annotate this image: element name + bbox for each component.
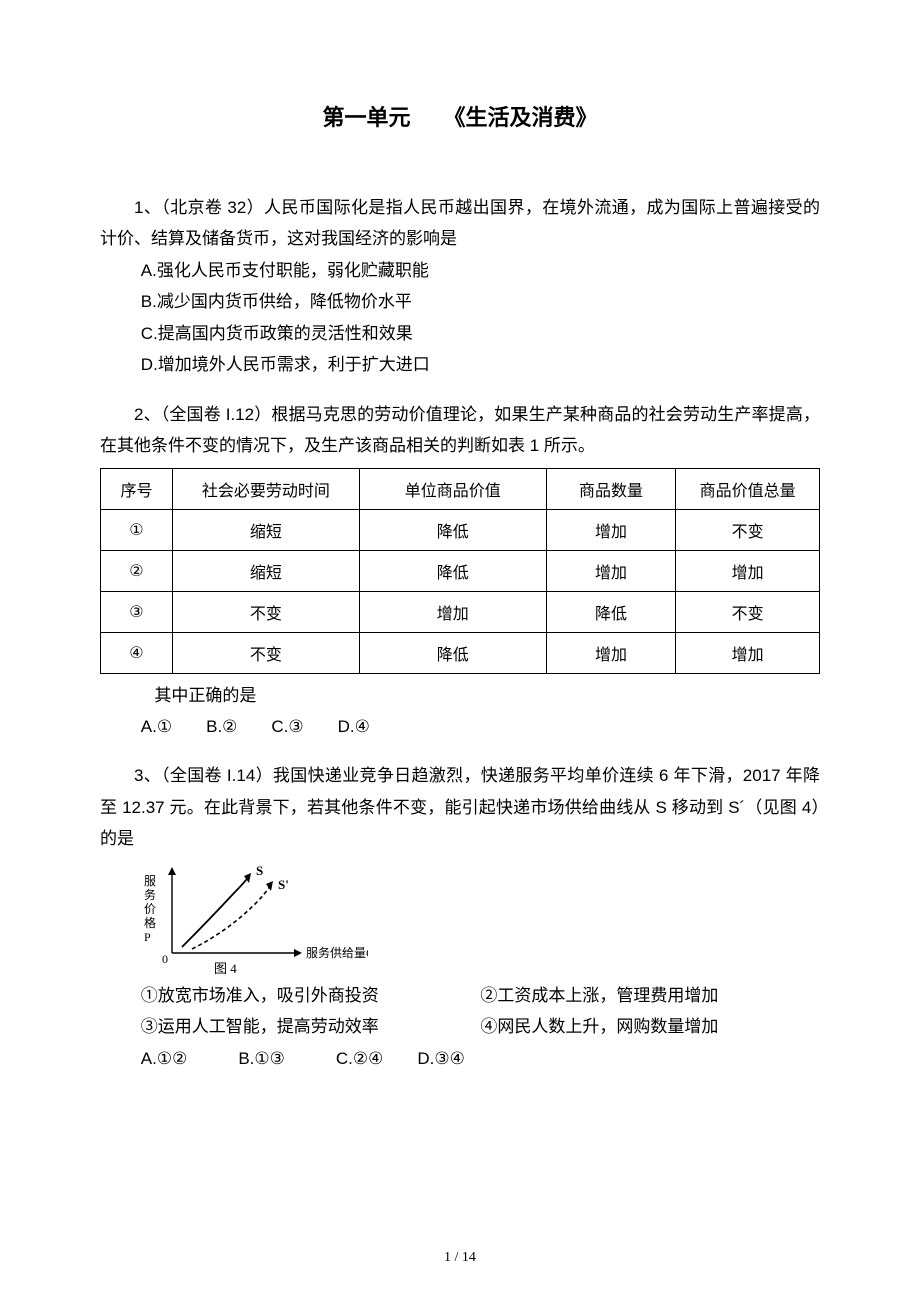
y-label-p: P <box>144 930 151 944</box>
q3-choices-row1: ①放宽市场准入，吸引外商投资 ②工资成本上涨，管理费用增加 <box>100 980 820 1011</box>
q2-table: 序号 社会必要劳动时间 单位商品价值 商品数量 商品价值总量 ① 缩短 降低 增… <box>100 468 820 674</box>
curve-s-prime-arrow <box>266 881 273 891</box>
q3-choice-4: ④网民人数上升，网购数量增加 <box>480 1011 820 1042</box>
th-qty: 商品数量 <box>546 468 675 509</box>
th-seq: 序号 <box>101 468 173 509</box>
table-row: ① 缩短 降低 增加 不变 <box>101 509 820 550</box>
table-row: ③ 不变 增加 降低 不变 <box>101 591 820 632</box>
y-axis-arrow <box>168 867 176 875</box>
y-label-2: 务 <box>144 887 156 902</box>
q2-options: A.① B.② C.③ D.④ <box>100 711 820 742</box>
s-prime-label: S' <box>278 877 289 892</box>
table-row: ② 缩短 降低 增加 增加 <box>101 550 820 591</box>
chart-caption: 图 4 <box>214 961 237 976</box>
table-header-row: 序号 社会必要劳动时间 单位商品价值 商品数量 商品价值总量 <box>101 468 820 509</box>
x-axis-arrow <box>294 949 302 957</box>
curve-s <box>182 875 250 947</box>
page-footer: 1 / 14 <box>0 1250 920 1266</box>
th-total: 商品价值总量 <box>676 468 820 509</box>
q3-choice-2: ②工资成本上涨，管理费用增加 <box>480 980 820 1011</box>
q3-stem: 3、（全国卷 I.14）我国快递业竞争日趋激烈，快递服务平均单价连续 6 年下滑… <box>100 760 820 854</box>
curve-s-prime <box>192 883 272 949</box>
q3-choices-row2: ③运用人工智能，提高劳动效率 ④网民人数上升，网购数量增加 <box>100 1011 820 1042</box>
q1-option-d: D.增加境外人民币需求，利于扩大进口 <box>100 349 820 380</box>
q1-option-a: A.强化人民币支付职能，弱化贮藏职能 <box>100 255 820 286</box>
q1-option-c: C.提高国内货币政策的灵活性和效果 <box>100 318 820 349</box>
y-label-3: 价 <box>144 902 156 916</box>
q1-stem: 1、（北京卷 32）人民币国际化是指人民币越出国界，在境外流通，成为国际上普遍接… <box>100 192 820 255</box>
th-unit: 单位商品价值 <box>359 468 546 509</box>
q2-after: 其中正确的是 <box>100 680 820 711</box>
y-label-4: 格 <box>144 915 156 930</box>
origin-label: 0 <box>162 952 168 966</box>
x-axis-label: 服务供给量Q <box>306 945 368 960</box>
table-row: ④ 不变 降低 增加 增加 <box>101 632 820 673</box>
q3-options: A.①② B.①③ C.②④ D.③④ <box>100 1043 820 1074</box>
q1-option-b: B.减少国内货币供给，降低物价水平 <box>100 286 820 317</box>
supply-curve-chart: 服 务 价 格 P 0 S S' 服务供给量Q 图 4 <box>138 861 368 976</box>
page: 第一单元 《生活及消费》 1、（北京卷 32）人民币国际化是指人民币越出国界，在… <box>0 0 920 1302</box>
s-label: S <box>256 863 263 878</box>
y-label-1: 服 <box>144 874 156 888</box>
q3-choice-3: ③运用人工智能，提高劳动效率 <box>141 1011 481 1042</box>
q3-chart: 服 务 价 格 P 0 S S' 服务供给量Q 图 4 <box>138 861 368 976</box>
q2-stem: 2、（全国卷 I.12）根据马克思的劳动价值理论，如果生产某种商品的社会劳动生产… <box>100 399 820 462</box>
q3-choice-1: ①放宽市场准入，吸引外商投资 <box>141 980 481 1011</box>
th-time: 社会必要劳动时间 <box>172 468 359 509</box>
page-title: 第一单元 《生活及消费》 <box>100 100 820 132</box>
